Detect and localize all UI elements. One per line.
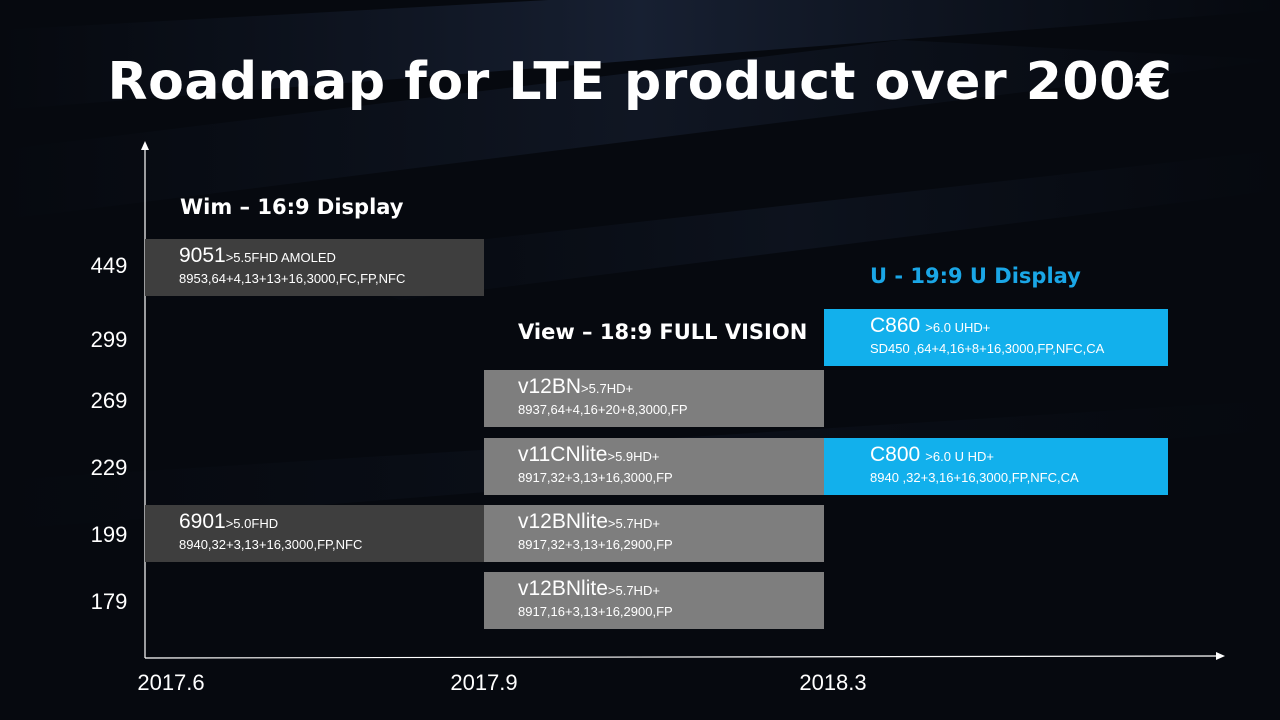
product-spec: >5.0FHD	[225, 516, 279, 531]
product-spec: >6.0 UHD+	[925, 320, 991, 335]
product-model: v12BNlite	[518, 510, 608, 533]
product-detail: 8917,32+3,13+16,3000,FP	[518, 470, 673, 485]
price-label: 199	[90, 522, 128, 547]
price-label: 269	[90, 388, 128, 413]
date-label: 2017.6	[137, 670, 205, 695]
product-model: C860	[870, 314, 921, 337]
product-spec: >5.7HD+	[607, 516, 660, 531]
date-label: 2018.3	[799, 670, 867, 695]
product-detail: 8937,64+4,16+20+8,3000,FP	[518, 402, 688, 417]
product-spec: >5.7HD+	[581, 381, 634, 396]
price-label: 449	[90, 253, 128, 278]
product-box-9051: 9051>5.5FHD AMOLED 8953,64+4,13+13+16,30…	[145, 239, 484, 296]
page-title: Roadmap for LTE product over 200€	[107, 52, 1173, 112]
product-detail: SD450 ,64+4,16+8+16,3000,FP,NFC,CA	[870, 341, 1105, 356]
product-spec: >6.0 U HD+	[925, 449, 994, 464]
product-box-v12bnlite-179: v12BNlite>5.7HD+ 8917,16+3,13+16,2900,FP	[484, 572, 824, 629]
series-label-wim: Wim – 16:9 Display	[180, 195, 404, 219]
product-model: v12BNlite	[518, 577, 608, 600]
product-model: v11CNlite	[518, 443, 608, 466]
date-label: 2017.9	[450, 670, 518, 695]
product-detail: 8917,16+3,13+16,2900,FP	[518, 604, 673, 619]
product-box-c860: C860 >6.0 UHD+ SD450 ,64+4,16+8+16,3000,…	[824, 309, 1168, 366]
product-detail: 8940 ,32+3,16+16,3000,FP,NFC,CA	[870, 470, 1079, 485]
price-label: 229	[90, 455, 128, 480]
price-label: 179	[90, 589, 128, 614]
price-label: 299	[90, 327, 128, 352]
product-box-v12bn: v12BN>5.7HD+ 8937,64+4,16+20+8,3000,FP	[484, 370, 824, 427]
product-box-c800: C800 >6.0 U HD+ 8940 ,32+3,16+16,3000,FP…	[824, 438, 1168, 495]
product-detail: 8917,32+3,13+16,2900,FP	[518, 537, 673, 552]
product-detail: 8953,64+4,13+13+16,3000,FC,FP,NFC	[179, 271, 406, 286]
product-box-v12bnlite-199: v12BNlite>5.7HD+ 8917,32+3,13+16,2900,FP	[484, 505, 824, 562]
product-detail: 8940,32+3,13+16,3000,FP,NFC	[179, 537, 363, 552]
product-model: C800	[870, 443, 921, 466]
series-label-view: View – 18:9 FULL VISION	[518, 320, 808, 344]
product-spec: >5.9HD+	[607, 449, 660, 464]
product-box-6901: 6901>5.0FHD 8940,32+3,13+16,3000,FP,NFC	[145, 505, 484, 562]
series-label-u: U - 19:9 U Display	[870, 264, 1081, 288]
product-model: 6901	[179, 510, 226, 533]
product-box-v11cnlite: v11CNlite>5.9HD+ 8917,32+3,13+16,3000,FP	[484, 438, 824, 495]
product-model: 9051	[179, 244, 226, 267]
product-model: v12BN	[518, 375, 582, 398]
product-spec: >5.7HD+	[607, 583, 660, 598]
product-spec: >5.5FHD AMOLED	[225, 250, 336, 265]
